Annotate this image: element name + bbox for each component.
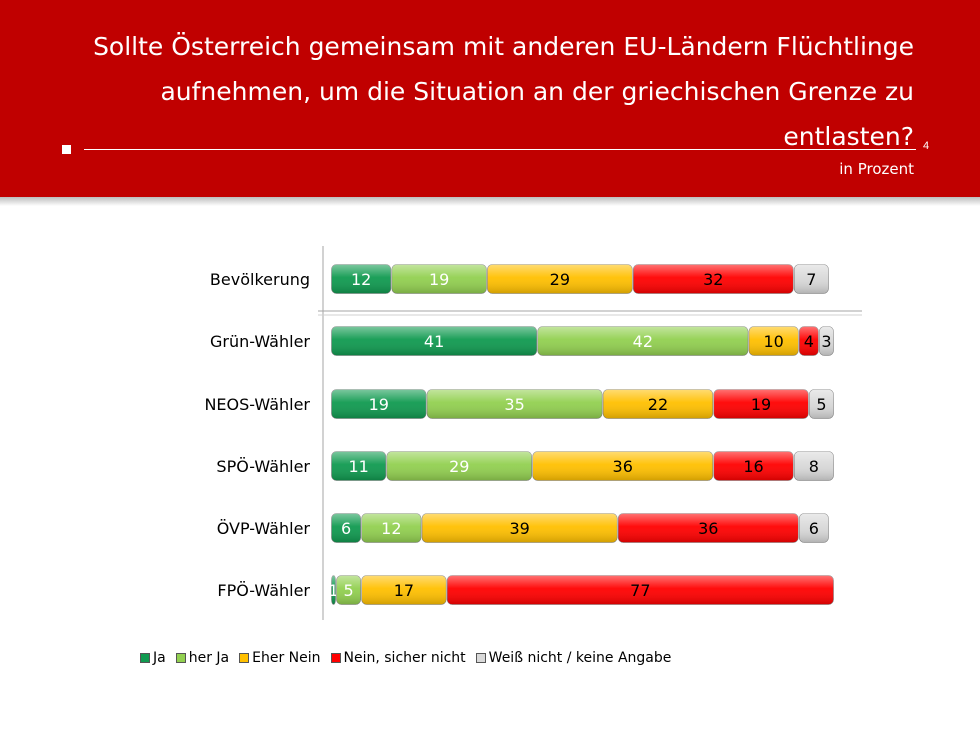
legend-label: Nein, sicher nicht (343, 650, 466, 666)
category-label: Grün-Wähler (210, 332, 310, 351)
legend-label: Ja (153, 650, 166, 666)
header-shadow (0, 197, 980, 206)
value-label: 11 (348, 457, 368, 476)
value-label: 19 (369, 395, 389, 414)
category-label: SPÖ-Wähler (216, 457, 310, 476)
chart-title: Sollte Österreich gemeinsam mit anderen … (34, 24, 914, 159)
legend-item: Weiß nicht / keine Angabe (475, 650, 672, 666)
legend-swatch (330, 653, 341, 663)
header-banner: Sollte Österreich gemeinsam mit anderen … (0, 0, 980, 197)
title-bullet-square (62, 145, 71, 154)
value-label: 36 (613, 457, 633, 476)
value-label: 77 (630, 581, 650, 600)
category-label: FPÖ-Wähler (217, 581, 310, 600)
value-label: 6 (809, 519, 819, 538)
legend-swatch (140, 653, 150, 663)
value-label: 12 (381, 519, 401, 538)
value-label: 19 (429, 270, 449, 289)
value-label: 5 (344, 581, 354, 600)
legend-item: Nein, sicher nicht (330, 650, 466, 666)
value-label: 4 (804, 332, 814, 351)
legend-swatch (475, 653, 486, 663)
value-label: 3 (821, 332, 831, 351)
value-label: 22 (648, 395, 668, 414)
value-label: 35 (504, 395, 524, 414)
value-label: 29 (550, 270, 570, 289)
value-label: 12 (351, 270, 371, 289)
value-label: 29 (449, 457, 469, 476)
legend-swatch (239, 653, 250, 663)
legend-label: Weiß nicht / keine Angabe (488, 650, 672, 666)
value-label: 17 (394, 581, 414, 600)
title-line-3: entlasten? (783, 122, 914, 151)
title-line-1: Sollte Österreich gemeinsam mit anderen … (93, 32, 914, 61)
value-label: 10 (763, 332, 783, 351)
page-number: 4 (923, 140, 930, 152)
category-label: NEOS-Wähler (204, 395, 310, 414)
title-line-2: aufnehmen, um die Situation an der griec… (160, 77, 914, 106)
value-label: 32 (703, 270, 723, 289)
value-label: 41 (424, 332, 444, 351)
legend-swatch (175, 653, 186, 663)
value-label: 6 (341, 519, 351, 538)
chart-subtitle: in Prozent (839, 160, 914, 178)
value-label: 19 (751, 395, 771, 414)
legend-label: Eher Nein (252, 650, 321, 666)
legend-label: her Ja (188, 650, 230, 666)
title-divider-line (84, 149, 916, 150)
legend-item: her Ja (175, 650, 230, 666)
value-label: 7 (806, 270, 816, 289)
chart-legend: Ja her Ja Eher Nein Nein, sicher nicht Weiß … (140, 648, 681, 668)
value-label: 42 (633, 332, 653, 351)
value-label: 5 (816, 395, 826, 414)
value-label: 36 (698, 519, 718, 538)
category-label: Bevölkerung (210, 270, 310, 289)
value-label: 16 (743, 457, 763, 476)
value-label: 8 (809, 457, 819, 476)
value-label: 39 (509, 519, 529, 538)
value-label: 1 (328, 581, 338, 600)
legend-item: Ja (140, 650, 166, 666)
legend-item: Eher Nein (239, 650, 321, 666)
category-label: ÖVP-Wähler (217, 519, 311, 538)
